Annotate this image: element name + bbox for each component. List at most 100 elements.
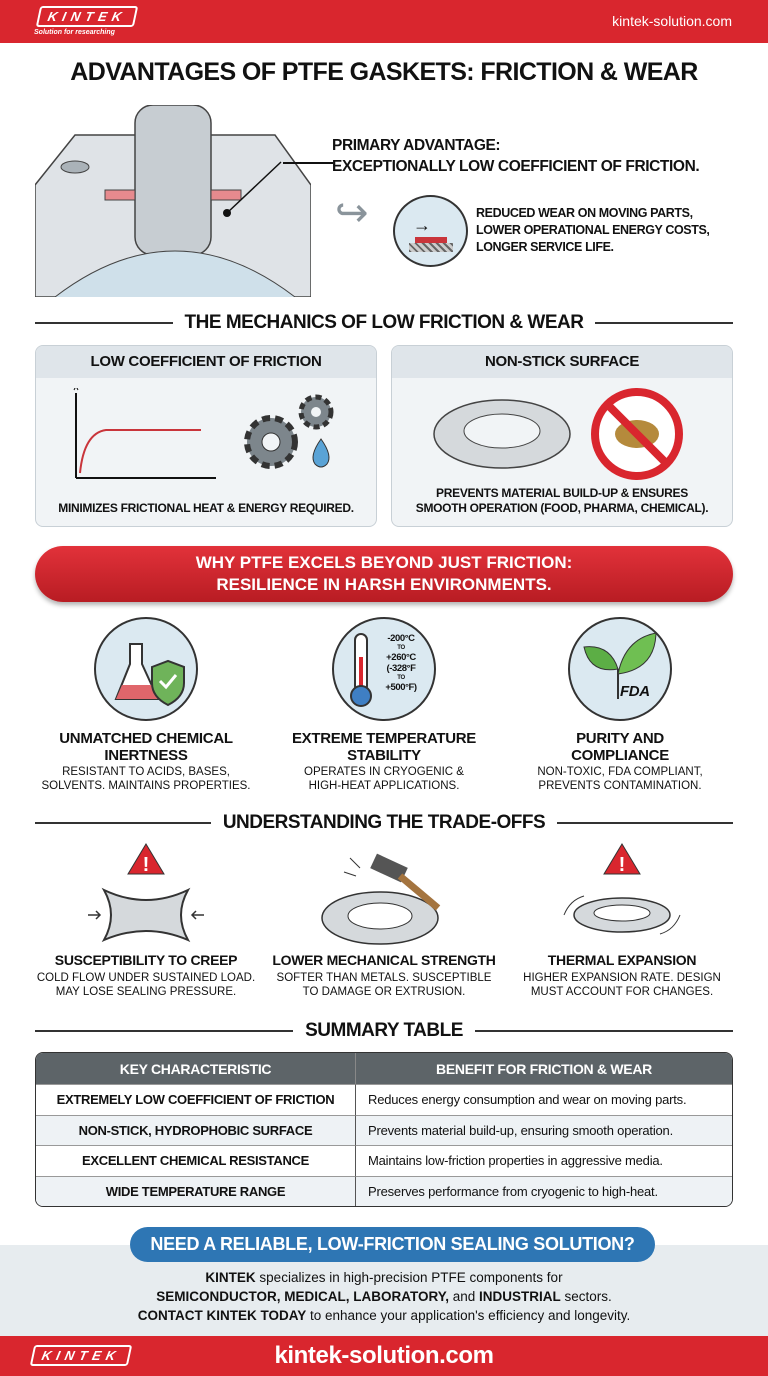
banner-line: RESILIENCE IN HARSH ENVIRONMENTS. (216, 575, 552, 594)
fda-badge: FDA (620, 683, 650, 700)
tradeoff-creep: SUSCEPTIBILITY TO CREEP COLD FLOW UNDER … (26, 952, 266, 999)
section-heading-tradeoffs: UNDERSTANDING THE TRADE-OFFS (35, 812, 733, 834)
excel-chemical: UNMATCHED CHEMICAL INERTNESS RESISTANT TO… (26, 730, 266, 793)
sliding-block-icon: → (393, 195, 468, 267)
site-link[interactable]: kintek-solution.com (612, 13, 732, 29)
table-cell: EXCELLENT CHEMICAL RESISTANCE (36, 1145, 356, 1176)
tradeoff-desc: MUST ACCOUNT FOR CHANGES. (530, 986, 714, 998)
table-cell: WIDE TEMPERATURE RANGE (36, 1175, 356, 1206)
temp-label: TO (397, 674, 405, 681)
primary-advantage-text: EXCEPTIONALLY LOW COEFFICIENT OF FRICTIO… (332, 158, 700, 175)
hammer-gasket-icon (321, 853, 441, 945)
tradeoff-desc: SOFTER THAN METALS. SUSCEPTIBLE (276, 972, 492, 984)
table-cell: Prevents material build-up, ensuring smo… (356, 1114, 732, 1145)
excel-title: STABILITY (347, 747, 421, 764)
chemical-flask-shield-icon (94, 617, 198, 721)
desc-line: SMOOTH OPERATION (FOOD, PHARMA, CHEMICAL… (415, 501, 709, 515)
tradeoff-desc: HIGHER EXPANSION RATE. DESIGN (523, 972, 721, 984)
cta-line: sectors. (560, 1289, 612, 1304)
svg-text:!: ! (619, 854, 626, 876)
tradeoff-desc: COLD FLOW UNDER SUSTAINED LOAD. (36, 972, 256, 984)
summary-table: KEY CHARACTERISTIC BENEFIT FOR FRICTION … (35, 1052, 733, 1207)
excel-title: EXTREME TEMPERATURE (291, 730, 477, 747)
gears-droplet-icon (244, 394, 334, 469)
table-row: EXCELLENT CHEMICAL RESISTANCE Maintains l… (36, 1145, 732, 1176)
banner-line: WHY PTFE EXCELS BEYOND JUST FRICTION: (195, 553, 573, 572)
card-title: NON-STICK SURFACE (392, 346, 732, 378)
resilience-banner: WHY PTFE EXCELS BEYOND JUST FRICTION: RE… (35, 546, 733, 602)
benefit-item: LONGER SERVICE LIFE. (476, 240, 614, 254)
excel-title: INERTNESS (104, 747, 188, 764)
cta-line: to enhance your application's efficiency… (306, 1308, 631, 1323)
page-title: ADVANTAGES OF PTFE GASKETS: FRICTION & W… (70, 58, 698, 86)
friction-graph-icon (73, 388, 216, 479)
tradeoff-title: SUSCEPTIBILITY TO CREEP (54, 952, 238, 968)
table-cell: Preserves performance from cryogenic to … (356, 1175, 732, 1206)
table-row: WIDE TEMPERATURE RANGE Preserves performa… (36, 1175, 732, 1206)
column-header: KEY CHARACTERISTIC (36, 1053, 356, 1084)
tradeoff-desc: TO DAMAGE OR EXTRUSION. (302, 986, 466, 998)
primary-advantage-label: PRIMARY ADVANTAGE: (332, 137, 501, 154)
excel-desc: NON-TOXIC, FDA COMPLIANT, (537, 766, 703, 778)
hero-benefits: REDUCED WEAR ON MOVING PARTS, LOWER OPER… (476, 205, 710, 256)
kintek-logo[interactable]: KINTEK (35, 6, 139, 27)
excel-purity: PURITY AND COMPLIANCE NON-TOXIC, FDA COMP… (500, 730, 740, 793)
excel-desc: RESISTANT TO ACIDS, BASES, (62, 766, 230, 778)
temp-label: (-328°F (386, 663, 416, 674)
benefit-item: REDUCED WEAR ON MOVING PARTS, (476, 206, 693, 220)
cta-line: and (448, 1289, 480, 1304)
table-row: EXTREMELY LOW COEFFICIENT OF FRICTION Red… (36, 1084, 732, 1115)
svg-text:!: ! (143, 854, 150, 876)
leaf-fda-icon: FDA (568, 617, 672, 721)
tradeoff-title: THERMAL EXPANSION (547, 952, 697, 968)
tradeoff-strength: LOWER MECHANICAL STRENGTH SOFTER THAN ME… (264, 952, 504, 999)
tradeoff-expansion: THERMAL EXPANSION HIGHER EXPANSION RATE.… (502, 952, 742, 999)
section-heading-summary: SUMMARY TABLE (35, 1020, 733, 1042)
excel-desc: OPERATES IN CRYOGENIC & (304, 766, 464, 778)
thermometer-icon: -200°C TO +260°C (-328°F TO +500°F) (332, 617, 436, 721)
excel-title: PURITY AND (576, 730, 664, 747)
primary-advantage: PRIMARY ADVANTAGE: EXCEPTIONALLY LOW COE… (332, 135, 700, 177)
excel-title: UNMATCHED CHEMICAL (59, 730, 233, 747)
valve-cutaway-illustration (35, 105, 311, 297)
benefit-item: LOWER OPERATIONAL ENERGY COSTS, (476, 223, 710, 237)
creep-warning-icon: ! (88, 843, 204, 943)
temp-label: +260°C (386, 651, 416, 663)
section-heading-mechanics: THE MECHANICS OF LOW FRICTION & WEAR (35, 312, 733, 334)
thermal-expansion-icon: ! (563, 843, 681, 935)
card-title: LOW COEFFICIENT OF FRICTION (36, 346, 376, 378)
cta-pill[interactable]: NEED A RELIABLE, LOW-FRICTION SEALING SO… (130, 1227, 655, 1262)
excel-title: COMPLIANCE (571, 747, 669, 764)
callout-line (283, 162, 333, 164)
excel-desc: PREVENTS CONTAMINATION. (538, 780, 702, 792)
footer-bar: KINTEK kintek-solution.com (0, 1336, 768, 1376)
card-description: PREVENTS MATERIAL BUILD-UP & ENSURES SMO… (392, 486, 732, 516)
no-buildup-icon (591, 388, 683, 480)
gasket-ring-icon (433, 399, 571, 469)
excel-desc: HIGH-HEAT APPLICATIONS. (308, 780, 460, 792)
column-header: BENEFIT FOR FRICTION & WEAR (356, 1053, 732, 1084)
cta-line: specializes in high-precision PTFE compo… (255, 1270, 563, 1285)
brand-name: KINTEK (205, 1270, 256, 1285)
contact-callout[interactable]: CONTACT KINTEK TODAY (137, 1308, 307, 1323)
table-cell: EXTREMELY LOW COEFFICIENT OF FRICTION (36, 1084, 356, 1115)
card-non-stick: NON-STICK SURFACE PREVENTS MATERIAL BUIL… (391, 345, 733, 527)
temp-label: +500°F) (385, 681, 417, 693)
table-cell: Reduces energy consumption and wear on m… (356, 1084, 732, 1115)
tagline: Solution for researching (34, 29, 115, 36)
desc-line: PREVENTS MATERIAL BUILD-UP & ENSURES (436, 486, 688, 500)
tradeoff-desc: MAY LOSE SEALING PRESSURE. (55, 986, 237, 998)
sectors: SEMICONDUCTOR, MEDICAL, LABORATORY, (156, 1289, 449, 1304)
excel-temperature: EXTREME TEMPERATURE STABILITY OPERATES IN… (264, 730, 504, 793)
table-cell: NON-STICK, HYDROPHOBIC SURFACE (36, 1114, 356, 1145)
header-bar: KINTEK Solution for researching kintek-s… (0, 0, 768, 43)
table-cell: Maintains low-friction properties in agg… (356, 1145, 732, 1176)
card-low-friction: LOW COEFFICIENT OF FRICTION MINIMIZES FR… (35, 345, 377, 527)
cta-text: KINTEK specializes in high-precision PTF… (0, 1268, 768, 1325)
tradeoff-title: LOWER MECHANICAL STRENGTH (272, 952, 496, 968)
footer-site-link[interactable]: kintek-solution.com (274, 1342, 494, 1369)
table-row: NON-STICK, HYDROPHOBIC SURFACE Prevents m… (36, 1114, 732, 1145)
excel-desc: SOLVENTS. MAINTAINS PROPERTIES. (41, 780, 251, 792)
temp-label: TO (397, 644, 405, 651)
sector-industrial: INDUSTRIAL (479, 1289, 561, 1304)
